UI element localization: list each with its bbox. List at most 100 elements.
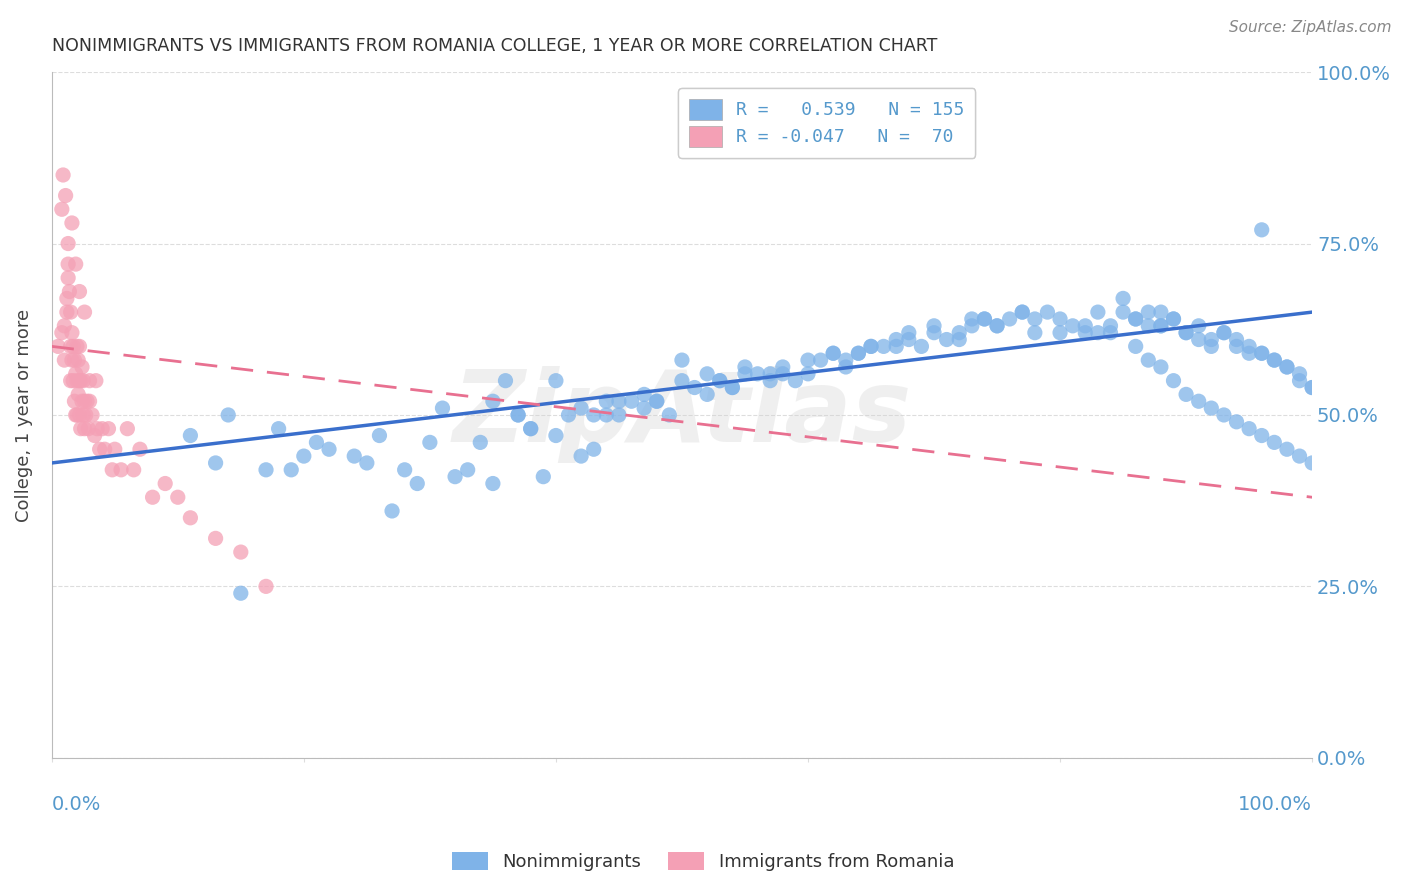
Point bbox=[60, 326, 83, 340]
Point bbox=[70, 359, 93, 374]
Point bbox=[83, 428, 105, 442]
Point bbox=[59, 339, 82, 353]
Point bbox=[305, 435, 328, 450]
Point bbox=[63, 394, 86, 409]
Point bbox=[872, 339, 894, 353]
Point bbox=[645, 394, 668, 409]
Point bbox=[1099, 326, 1122, 340]
Point bbox=[204, 456, 226, 470]
Point bbox=[62, 339, 84, 353]
Point bbox=[153, 476, 176, 491]
Point bbox=[1225, 333, 1247, 347]
Point bbox=[84, 374, 107, 388]
Point bbox=[59, 305, 82, 319]
Point bbox=[66, 408, 89, 422]
Point bbox=[73, 394, 96, 409]
Point bbox=[1175, 326, 1198, 340]
Point bbox=[671, 353, 693, 368]
Point bbox=[1212, 326, 1234, 340]
Point bbox=[935, 333, 957, 347]
Point bbox=[1150, 305, 1173, 319]
Point bbox=[569, 401, 592, 416]
Point bbox=[1212, 408, 1234, 422]
Point bbox=[759, 367, 782, 381]
Point bbox=[897, 333, 920, 347]
Point bbox=[394, 463, 416, 477]
Point bbox=[65, 367, 87, 381]
Point bbox=[1024, 326, 1046, 340]
Point bbox=[1074, 318, 1097, 333]
Point bbox=[51, 326, 73, 340]
Point bbox=[645, 394, 668, 409]
Point bbox=[1125, 312, 1147, 326]
Point bbox=[69, 285, 91, 299]
Point bbox=[544, 428, 567, 442]
Point bbox=[506, 408, 529, 422]
Point bbox=[772, 367, 794, 381]
Point bbox=[1137, 353, 1160, 368]
Point bbox=[1288, 367, 1310, 381]
Point bbox=[835, 353, 858, 368]
Point bbox=[1275, 359, 1298, 374]
Point bbox=[75, 408, 97, 422]
Point bbox=[1125, 312, 1147, 326]
Point bbox=[1201, 401, 1223, 416]
Point bbox=[280, 463, 302, 477]
Point bbox=[86, 422, 108, 436]
Point bbox=[67, 387, 90, 401]
Point bbox=[1112, 305, 1135, 319]
Point bbox=[1301, 380, 1323, 394]
Point bbox=[998, 312, 1021, 326]
Text: 0.0%: 0.0% bbox=[52, 796, 101, 814]
Text: ZipAtlas: ZipAtlas bbox=[453, 367, 911, 464]
Text: Source: ZipAtlas.com: Source: ZipAtlas.com bbox=[1229, 20, 1392, 35]
Point bbox=[65, 408, 87, 422]
Point bbox=[1263, 353, 1285, 368]
Point bbox=[582, 442, 605, 457]
Point bbox=[1163, 312, 1185, 326]
Point bbox=[910, 339, 932, 353]
Point bbox=[66, 339, 89, 353]
Point bbox=[633, 401, 655, 416]
Point bbox=[56, 305, 79, 319]
Point bbox=[356, 456, 378, 470]
Point bbox=[1301, 380, 1323, 394]
Point bbox=[973, 312, 995, 326]
Point bbox=[63, 353, 86, 368]
Point bbox=[848, 346, 870, 360]
Point bbox=[1024, 312, 1046, 326]
Point bbox=[60, 353, 83, 368]
Point bbox=[823, 346, 845, 360]
Point bbox=[797, 367, 820, 381]
Point bbox=[734, 359, 756, 374]
Point bbox=[948, 333, 970, 347]
Point bbox=[77, 422, 100, 436]
Point bbox=[683, 380, 706, 394]
Point bbox=[1150, 318, 1173, 333]
Point bbox=[1163, 312, 1185, 326]
Point bbox=[254, 579, 277, 593]
Point bbox=[1188, 318, 1211, 333]
Point bbox=[432, 401, 454, 416]
Point bbox=[1112, 292, 1135, 306]
Point bbox=[960, 312, 983, 326]
Point bbox=[607, 408, 630, 422]
Point bbox=[1225, 415, 1247, 429]
Point bbox=[835, 359, 858, 374]
Point bbox=[1275, 442, 1298, 457]
Point bbox=[1288, 374, 1310, 388]
Point bbox=[1250, 346, 1272, 360]
Point bbox=[620, 394, 643, 409]
Point bbox=[482, 476, 505, 491]
Point bbox=[1087, 305, 1109, 319]
Point bbox=[544, 374, 567, 388]
Point bbox=[1163, 374, 1185, 388]
Point bbox=[179, 511, 201, 525]
Point bbox=[406, 476, 429, 491]
Point bbox=[52, 168, 75, 182]
Point bbox=[110, 463, 132, 477]
Point bbox=[65, 257, 87, 271]
Point bbox=[709, 374, 731, 388]
Point bbox=[93, 442, 115, 457]
Point bbox=[1062, 318, 1084, 333]
